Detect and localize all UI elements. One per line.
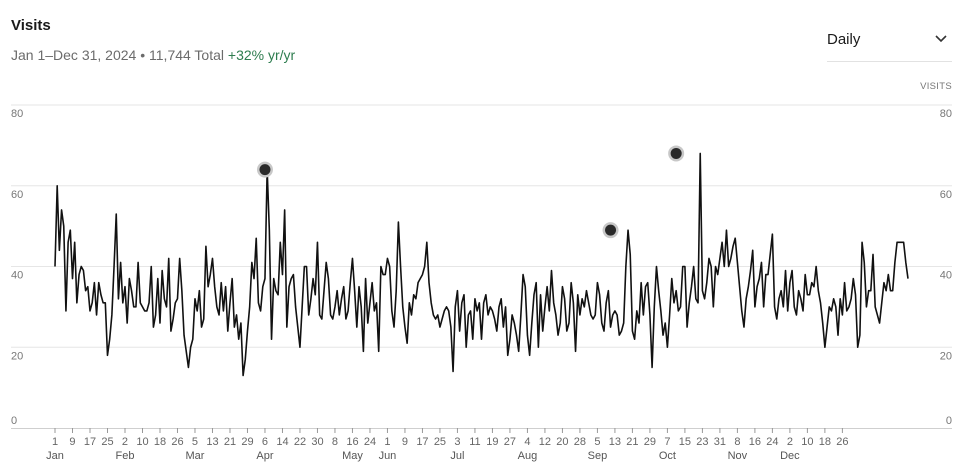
x-tick-label: 1: [52, 436, 58, 448]
x-tick-label: 16: [346, 436, 358, 448]
x-month-label-mar: Mar: [186, 450, 205, 462]
x-tick-label: 8: [734, 436, 740, 448]
x-tick-label: 17: [84, 436, 96, 448]
x-tick-label: 26: [171, 436, 183, 448]
x-tick-label: 7: [664, 436, 670, 448]
peak-marker: [670, 147, 682, 159]
x-tick-label: 13: [206, 436, 218, 448]
x-tick-label: 25: [101, 436, 113, 448]
x-tick-label: 24: [766, 436, 778, 448]
x-tick-label: 6: [262, 436, 268, 448]
x-tick-label: 29: [644, 436, 656, 448]
x-tick-label: 20: [556, 436, 568, 448]
x-month-label-aug: Aug: [518, 450, 538, 462]
x-tick-label: 11: [469, 436, 480, 448]
x-month-label-nov: Nov: [728, 450, 748, 462]
x-month-label-sep: Sep: [588, 450, 608, 462]
x-tick-label: 9: [69, 436, 75, 448]
x-tick-label: 18: [819, 436, 831, 448]
x-tick-label: 8: [332, 436, 338, 448]
x-tick-label: 3: [454, 436, 460, 448]
x-tick-label: 14: [276, 436, 288, 448]
x-tick-label: 2: [122, 436, 128, 448]
x-tick-label: 2: [787, 436, 793, 448]
x-month-label-oct: Oct: [659, 450, 676, 462]
x-tick-label: 24: [364, 436, 376, 448]
x-tick-label: 15: [679, 436, 691, 448]
x-tick-label: 17: [416, 436, 428, 448]
x-tick-label: 12: [539, 436, 551, 448]
x-tick-label: 23: [696, 436, 708, 448]
x-month-label-may: May: [342, 450, 363, 462]
y-tick-left-20: 20: [11, 350, 23, 362]
peak-marker: [259, 164, 271, 176]
x-tick-label: 25: [434, 436, 446, 448]
y-axis-unit-label: VISITS: [920, 81, 952, 92]
chart-subtitle: Jan 1–Dec 31, 2024 • 11,744 Total +32% y…: [11, 47, 295, 63]
y-tick-right-80: 80: [940, 108, 952, 120]
peak-marker: [605, 224, 617, 236]
separator-dot: •: [140, 47, 146, 63]
x-tick-label: 16: [749, 436, 761, 448]
date-range: Jan 1–Dec 31, 2024: [11, 47, 137, 63]
x-tick-label: 26: [836, 436, 848, 448]
x-tick-label: 30: [311, 436, 323, 448]
growth-rate: +32% yr/yr: [227, 47, 296, 63]
x-month-label-feb: Feb: [116, 450, 135, 462]
x-tick-label: 9: [402, 436, 408, 448]
x-tick-label: 4: [524, 436, 530, 448]
total-visits: 11,744 Total: [149, 47, 225, 63]
y-tick-right-0: 0: [946, 415, 952, 427]
x-tick-label: 21: [626, 436, 638, 448]
x-tick-label: 31: [714, 436, 726, 448]
x-tick-label: 10: [136, 436, 148, 448]
x-month-label-jun: Jun: [379, 450, 397, 462]
x-month-label-jul: Jul: [450, 450, 464, 462]
granularity-value: Daily: [827, 31, 861, 48]
visits-series-line: [54, 152, 909, 377]
x-tick-label: 21: [224, 436, 236, 448]
granularity-dropdown[interactable]: Daily: [827, 22, 952, 62]
x-tick-label: 18: [154, 436, 166, 448]
y-tick-left-60: 60: [11, 189, 23, 201]
y-tick-left-80: 80: [11, 108, 23, 120]
x-tick-label: 10: [801, 436, 813, 448]
x-tick-label: 28: [574, 436, 586, 448]
x-tick-label: 29: [241, 436, 253, 448]
chevron-down-icon: [935, 35, 947, 43]
x-tick-label: 27: [504, 436, 516, 448]
x-month-label-dec: Dec: [780, 450, 800, 462]
x-tick-label: 5: [594, 436, 600, 448]
y-tick-right-40: 40: [940, 270, 952, 282]
x-month-label-jan: Jan: [46, 450, 64, 462]
x-tick-label: 22: [294, 436, 306, 448]
x-tick-label: 1: [384, 436, 390, 448]
y-tick-right-60: 60: [940, 189, 952, 201]
y-tick-left-0: 0: [11, 415, 17, 427]
chart-title: Visits: [11, 17, 51, 34]
x-tick-label: 5: [192, 436, 198, 448]
y-tick-right-20: 20: [940, 350, 952, 362]
x-tick-label: 19: [486, 436, 498, 448]
y-tick-left-40: 40: [11, 270, 23, 282]
x-tick-label: 13: [609, 436, 621, 448]
x-month-label-apr: Apr: [256, 450, 273, 462]
